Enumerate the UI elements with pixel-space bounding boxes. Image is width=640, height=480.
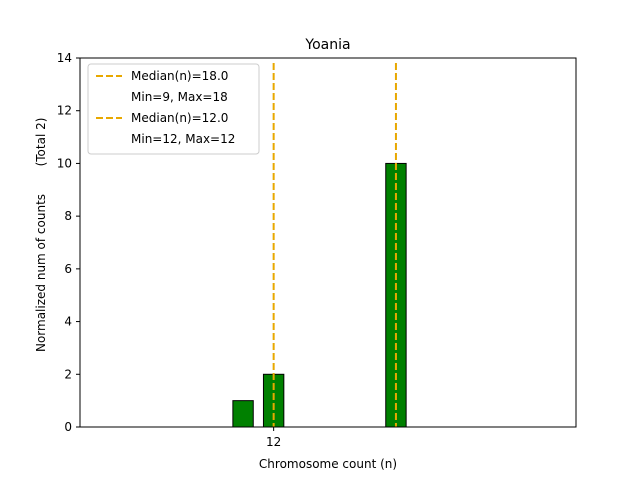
legend-entry-label: Median(n)=18.0 (131, 69, 228, 83)
y-tick-label: 2 (64, 367, 72, 381)
y-tick-label: 0 (64, 420, 72, 434)
legend: Median(n)=18.0 Min=9, Max=18 Median(n)=12.… (87, 63, 260, 155)
chart-title: Yoania (304, 37, 350, 53)
y-tick-label: 12 (57, 104, 72, 118)
y-tick-label: 14 (57, 51, 72, 65)
legend-entry-label: Min=12, Max=12 (131, 132, 235, 146)
y-tick-label: 6 (64, 262, 72, 276)
legend-box (87, 63, 260, 155)
legend-entry-label: Min=9, Max=18 (131, 90, 228, 104)
plot-area: 0 2 4 6 8 10 12 14 12 (57, 51, 577, 449)
x-tick-label: 12 (266, 435, 281, 449)
axes-frame (79, 57, 577, 428)
y-tick-label: 10 (57, 156, 72, 170)
histogram-bar (232, 400, 254, 428)
y-axis-total-label: (Total 2) (34, 118, 48, 167)
x-axis-label: Chromosome count (n) (259, 457, 397, 471)
y-axis-label: Normalized num of counts (34, 194, 48, 352)
y-tick-label: 8 (64, 209, 72, 223)
y-tick-label: 4 (64, 315, 72, 329)
legend-entry-label: Median(n)=12.0 (131, 111, 228, 125)
